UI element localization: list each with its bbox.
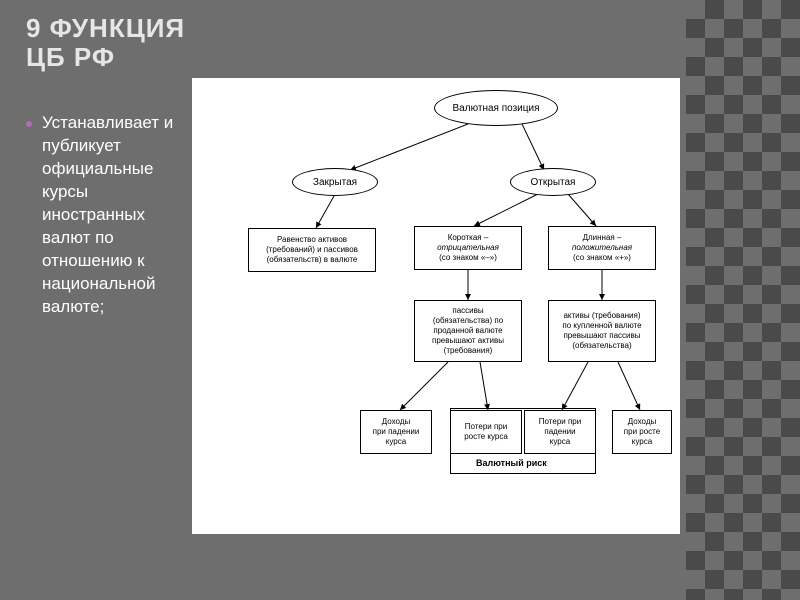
bullet-dot-icon <box>26 121 32 127</box>
node-short: Короткая –отрицательная(со знаком «–») <box>414 226 522 270</box>
node-inc_fall_l: Доходыпри падениикурса <box>360 410 432 454</box>
edge-root-open <box>522 124 544 170</box>
node-actives: активы (требования)по купленной валютепр… <box>548 300 656 362</box>
slide-title: 9 ФУНКЦИЯ ЦБ РФ <box>26 14 185 71</box>
title-line-1: 9 ФУНКЦИЯ <box>26 14 185 43</box>
checker-strip <box>686 0 800 600</box>
node-loss_fall: Потери припадениикурса <box>524 410 596 454</box>
edge-open-short <box>474 194 538 226</box>
node-equal: Равенство активов(требований) и пассивов… <box>248 228 376 272</box>
node-closed: Закрытая <box>292 168 378 196</box>
edge-open-long <box>568 194 596 226</box>
edge-actives-inc_rise_r <box>618 362 640 410</box>
slide-stage: 9 ФУНКЦИЯ ЦБ РФ Устанавливает и публикуе… <box>0 0 800 600</box>
title-line-2: ЦБ РФ <box>26 43 185 72</box>
edge-actives-loss_fall <box>562 362 588 410</box>
node-inc_rise_r: Доходыпри ростекурса <box>612 410 672 454</box>
edge-passives-loss_rise <box>480 362 488 410</box>
node-open: Открытая <box>510 168 596 196</box>
edge-root-closed <box>350 124 468 170</box>
node-loss_rise: Потери приросте курса <box>450 410 522 454</box>
edge-closed-equal <box>316 196 334 228</box>
bullet-text: Устанавливает и публикует официальные ку… <box>42 112 186 318</box>
node-passives: пассивы(обязательства) попроданной валют… <box>414 300 522 362</box>
node-long: Длинная –положительная(со знаком «+») <box>548 226 656 270</box>
node-root: Валютная позиция <box>434 90 558 126</box>
edge-passives-inc_fall_l <box>400 362 448 410</box>
bullet-block: Устанавливает и публикует официальные ку… <box>26 112 186 318</box>
diagram-area: Валютная позиция Закрытая Открытая Равенств… <box>192 78 680 534</box>
bullet-row: Устанавливает и публикует официальные ку… <box>26 112 186 318</box>
risk-label: Валютный риск <box>476 458 547 468</box>
